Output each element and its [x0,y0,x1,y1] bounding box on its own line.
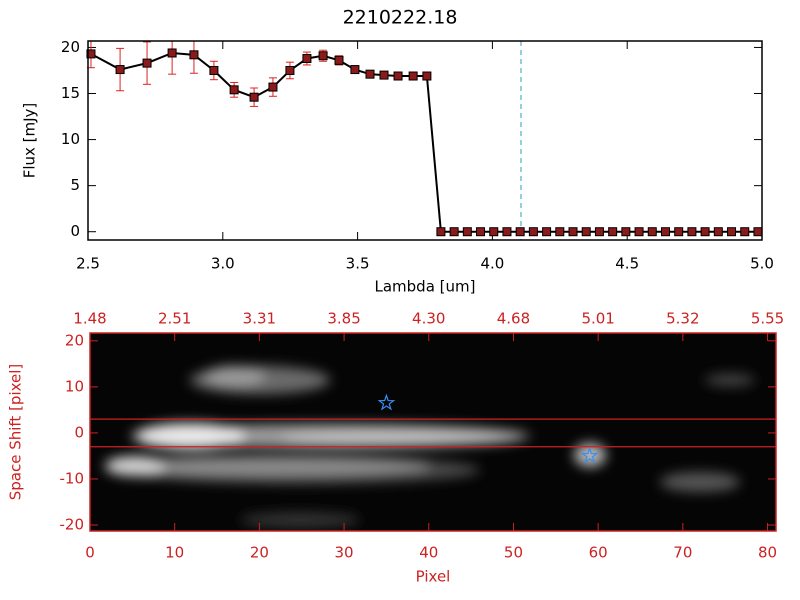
data-point [422,71,432,81]
data-point [436,227,446,237]
y-tick-label: 0 [74,423,84,441]
data-point [249,92,259,102]
data-point [449,227,459,237]
data-point [285,65,295,75]
data-point [365,69,375,79]
x-tick-label: 2.5 [76,255,100,273]
data-point [393,71,403,81]
x-axis-label: Lambda [um] [375,278,476,296]
data-point [489,227,499,237]
star-marker [377,393,396,411]
x-tick-label: 40 [419,544,438,562]
data-point [142,58,152,68]
star-marker [580,446,599,464]
data-point [700,227,710,237]
x-tick-label: 0 [85,544,95,562]
x-tick-label: 4.0 [480,255,504,273]
data-point [528,227,538,237]
y-tick-label: 20 [61,38,80,56]
y-tick-label: 10 [61,130,80,148]
data-point [713,227,723,237]
x2-tick-label: 3.85 [327,310,360,328]
data-point [542,227,552,237]
x-tick-label: 70 [673,544,692,562]
x2-tick-label: 5.55 [751,310,784,328]
data-point [515,227,525,237]
x-tick-label: 20 [250,544,269,562]
data-point [115,65,125,75]
data-point [740,227,750,237]
x-tick-label: 10 [165,544,184,562]
data-point [334,55,344,65]
data-point [476,227,486,237]
y-axis-label: Flux [mJy] [21,103,39,179]
y-tick-label: 15 [61,84,80,102]
x-axis-label: Pixel [416,568,451,586]
data-point [621,227,631,237]
x2-tick-label: 3.31 [243,310,276,328]
plot-frame [87,40,763,241]
y-axis-label: Space Shift [pixel] [7,364,25,501]
data-point [209,65,219,75]
data-point [268,82,278,92]
data-point [608,227,618,237]
data-point [86,49,96,59]
y-tick-label: 20 [65,331,84,349]
x-tick-label: 5.0 [750,255,774,273]
data-point [408,71,418,81]
x-tick-label: 4.5 [615,255,639,273]
x-tick-label: 50 [504,544,523,562]
x-tick-label: 30 [335,544,354,562]
data-point [350,65,360,75]
data-point [674,227,684,237]
data-point [302,54,312,64]
y-tick-label: -10 [60,469,85,487]
x-tick-label: 80 [758,544,777,562]
data-point [727,227,737,237]
data-point [634,227,644,237]
data-point [318,51,328,61]
data-point [647,227,657,237]
spectral-image [90,333,776,531]
chart-title: 2210222.18 [343,7,458,29]
data-point [502,227,512,237]
data-point [379,70,389,80]
x2-tick-label: 1.48 [73,310,106,328]
data-point [568,227,578,237]
data-point [687,227,697,237]
x2-tick-label: 5.32 [666,310,699,328]
data-point [753,227,763,237]
data-point [581,227,591,237]
data-point [229,85,239,95]
x2-tick-label: 4.30 [412,310,445,328]
data-point [167,48,177,58]
data-point [594,227,604,237]
plot-frame [89,332,777,532]
x-tick-label: 60 [589,544,608,562]
data-point [660,227,670,237]
data-point [555,227,565,237]
x-tick-label: 3.5 [346,255,370,273]
y-tick-label: 10 [65,377,84,395]
x2-tick-label: 2.51 [158,310,191,328]
data-point [462,227,472,237]
y-tick-label: -20 [60,516,85,534]
data-point [189,50,199,60]
y-tick-label: 0 [70,222,80,240]
x2-tick-label: 5.01 [581,310,614,328]
x-tick-label: 3.0 [211,255,235,273]
y-tick-label: 5 [70,176,80,194]
x2-tick-label: 4.68 [497,310,530,328]
